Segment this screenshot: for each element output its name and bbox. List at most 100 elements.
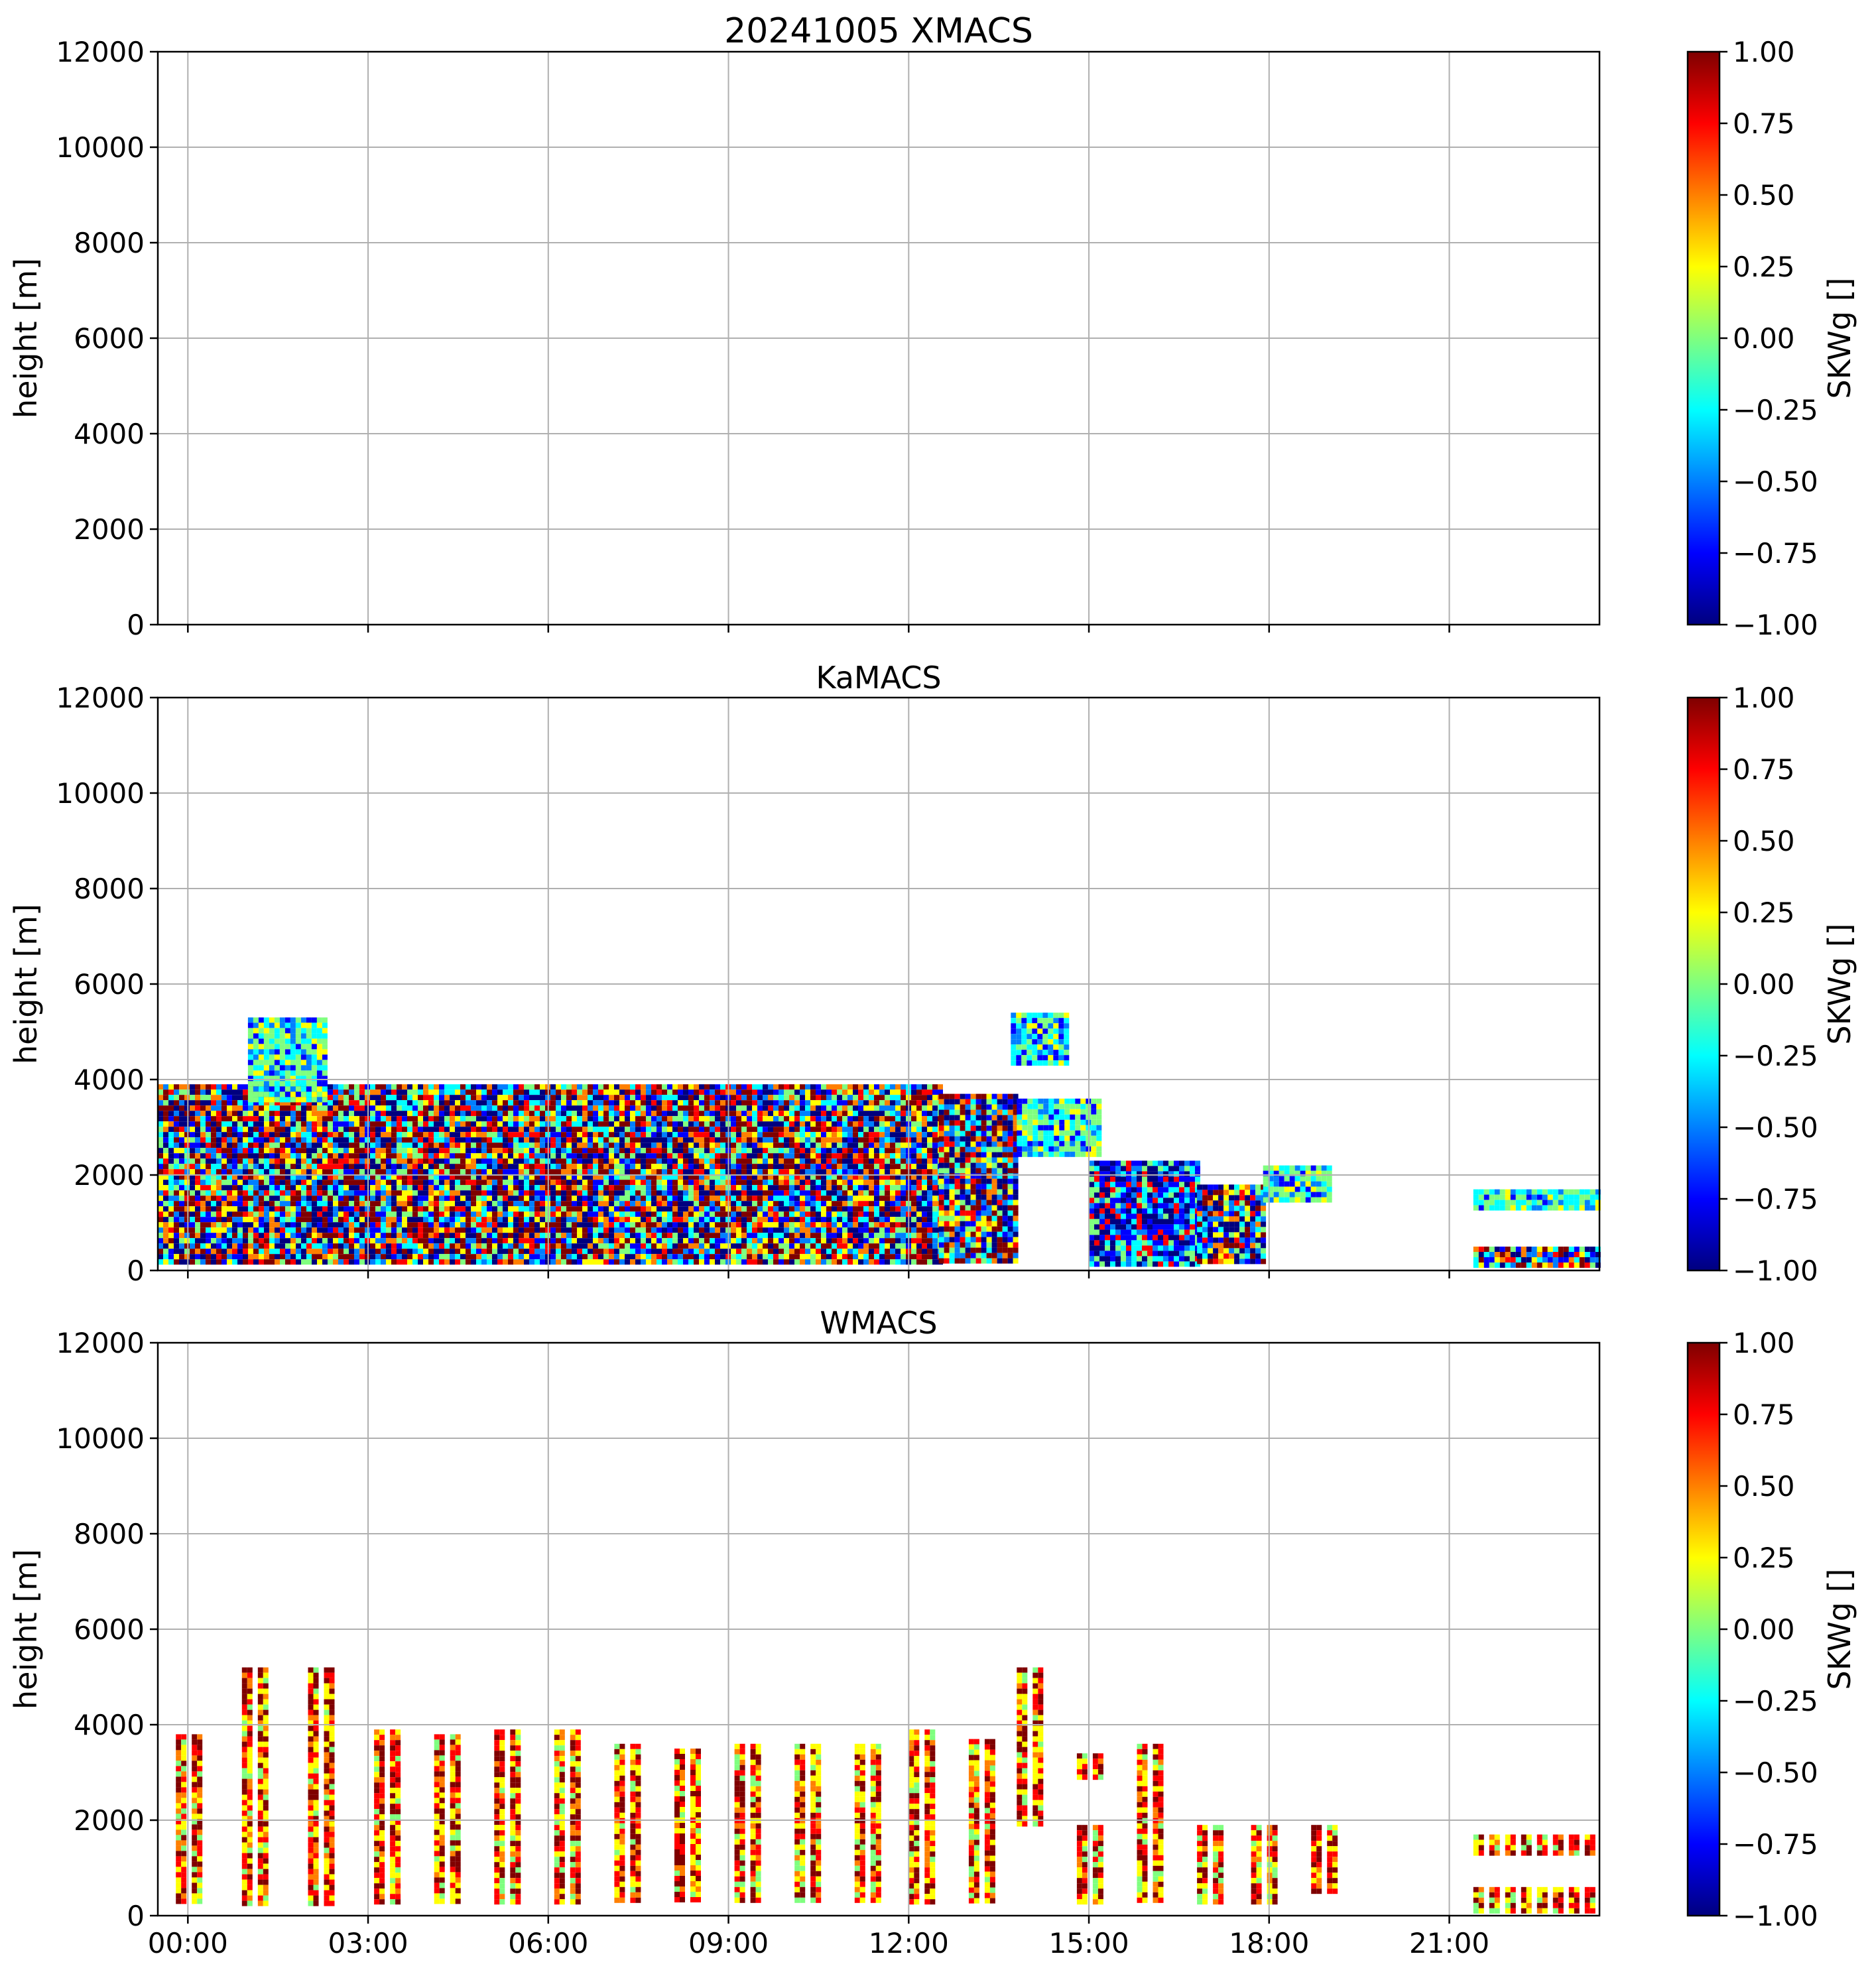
- heatmap-cell: [651, 1227, 657, 1233]
- heatmap-cell: [487, 1233, 492, 1239]
- heatmap-cell: [858, 1148, 863, 1154]
- heatmap-cell: [407, 1089, 412, 1095]
- heatmap-cell: [858, 1164, 863, 1170]
- heatmap-cell: [280, 1196, 285, 1202]
- heatmap-cell: [593, 1233, 598, 1239]
- heatmap-cell: [556, 1222, 561, 1228]
- heatmap-cell: [879, 1249, 885, 1255]
- heatmap-cell: [694, 1227, 699, 1233]
- heatmap-cell: [174, 1127, 179, 1133]
- heatmap-cell: [513, 1137, 519, 1143]
- heatmap-cell: [524, 1169, 529, 1175]
- heatmap-cell: [200, 1095, 206, 1101]
- heatmap-cell: [529, 1111, 534, 1117]
- heatmap-cell: [397, 1137, 402, 1143]
- heatmap-cell: [168, 1196, 174, 1202]
- heatmap-cell: [317, 1196, 322, 1202]
- heatmap-cell: [784, 1185, 789, 1191]
- heatmap-cell: [253, 1169, 259, 1175]
- heatmap-cell: [789, 1127, 794, 1133]
- heatmap-cell: [428, 1132, 434, 1138]
- heatmap-cell: [588, 1095, 593, 1101]
- heatmap-cell: [418, 1217, 423, 1223]
- heatmap-cell: [741, 1238, 747, 1244]
- heatmap-cell: [752, 1132, 757, 1138]
- heatmap-cell: [837, 1222, 842, 1228]
- heatmap-cell: [757, 1158, 763, 1164]
- heatmap-cell: [805, 1222, 810, 1228]
- heatmap-cell: [572, 1211, 577, 1217]
- heatmap-cell: [237, 1153, 243, 1159]
- heatmap-cell: [492, 1095, 497, 1101]
- heatmap-cell: [582, 1185, 588, 1191]
- heatmap-cell: [264, 1217, 269, 1223]
- heatmap-cell: [290, 1121, 296, 1127]
- heatmap-cell: [614, 1142, 619, 1148]
- heatmap-cell: [752, 1100, 757, 1106]
- heatmap-cell: [285, 1116, 290, 1122]
- heatmap-cell: [789, 1100, 794, 1106]
- heatmap-cell: [301, 1100, 306, 1106]
- heatmap-cell: [752, 1089, 757, 1095]
- heatmap-cell: [275, 1211, 280, 1217]
- heatmap-cell: [641, 1201, 646, 1207]
- heatmap-cell: [391, 1153, 397, 1159]
- heatmap-cell: [195, 1153, 200, 1159]
- heatmap-cell: [672, 1084, 678, 1090]
- heatmap-cell: [874, 1095, 879, 1101]
- heatmap-cell: [657, 1111, 662, 1117]
- heatmap-cell: [285, 1180, 290, 1186]
- heatmap-cell: [784, 1254, 789, 1260]
- heatmap-cell: [412, 1174, 418, 1180]
- heatmap-cell: [736, 1238, 741, 1244]
- heatmap-cell: [259, 1105, 264, 1111]
- heatmap-cell: [206, 1137, 211, 1143]
- heatmap-cell: [487, 1254, 492, 1260]
- heatmap-cell: [301, 1111, 306, 1117]
- heatmap-cell: [593, 1111, 598, 1117]
- heatmap-cell: [174, 1153, 179, 1159]
- heatmap-cell: [253, 1148, 259, 1154]
- heatmap-cell: [338, 1100, 344, 1106]
- heatmap-cell: [614, 1190, 619, 1196]
- heatmap-cell: [805, 1137, 810, 1143]
- heatmap-cell: [370, 1190, 375, 1196]
- heatmap-cell: [497, 1196, 503, 1202]
- heatmap-cell: [534, 1217, 540, 1223]
- heatmap-cell: [221, 1137, 227, 1143]
- heatmap-cell: [402, 1116, 407, 1122]
- heatmap-cell: [715, 1148, 720, 1154]
- heatmap-cell: [879, 1148, 885, 1154]
- heatmap-cell: [301, 1174, 306, 1180]
- heatmap-cell: [466, 1196, 471, 1202]
- heatmap-cell: [853, 1132, 858, 1138]
- heatmap-cell: [598, 1105, 603, 1111]
- heatmap-cell: [731, 1089, 736, 1095]
- heatmap-cell: [296, 1121, 301, 1127]
- heatmap-cell: [466, 1227, 471, 1233]
- heatmap-cell: [359, 1243, 365, 1249]
- heatmap-cell: [216, 1233, 221, 1239]
- heatmap-cell: [710, 1185, 715, 1191]
- heatmap-cell: [646, 1116, 651, 1122]
- heatmap-cell: [174, 1142, 179, 1148]
- heatmap-cell: [566, 1174, 572, 1180]
- heatmap-cell: [519, 1254, 524, 1260]
- heatmap-cell: [492, 1153, 497, 1159]
- heatmap-cell: [614, 1089, 619, 1095]
- heatmap-cell: [874, 1227, 879, 1233]
- heatmap-cell: [412, 1142, 418, 1148]
- heatmap-cell: [874, 1127, 879, 1133]
- heatmap-cell: [619, 1233, 625, 1239]
- heatmap-cell: [243, 1211, 248, 1217]
- heatmap-cell: [720, 1164, 725, 1170]
- heatmap-cell: [773, 1201, 779, 1207]
- heatmap-cell: [529, 1132, 534, 1138]
- heatmap-cell: [603, 1111, 609, 1117]
- heatmap-cell: [333, 1190, 338, 1196]
- heatmap-cell: [497, 1227, 503, 1233]
- heatmap-cell: [434, 1211, 439, 1217]
- heatmap-cell: [741, 1190, 747, 1196]
- heatmap-cell: [333, 1100, 338, 1106]
